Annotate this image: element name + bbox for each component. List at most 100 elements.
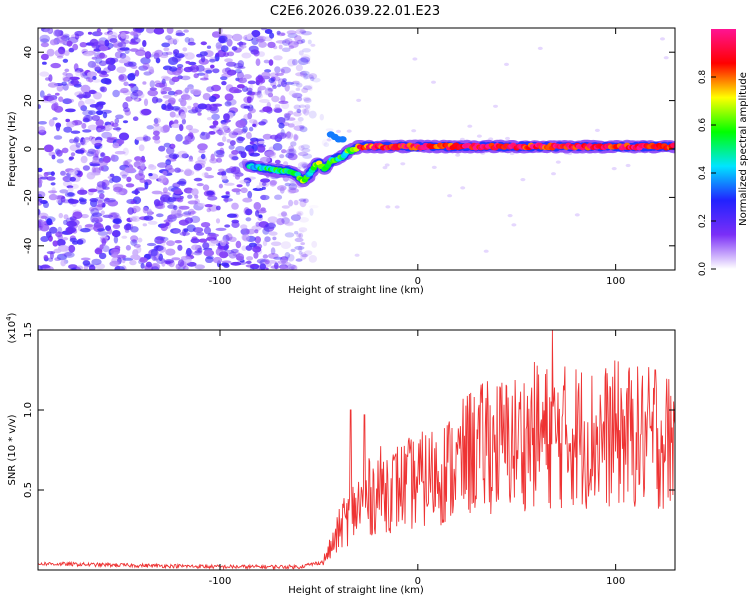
noise-blob: [252, 187, 264, 191]
noise-blob: [274, 194, 283, 200]
noise-blob: [229, 86, 240, 94]
noise-blob: [287, 123, 295, 128]
noise-blob: [319, 113, 324, 121]
noise-blob: [91, 56, 98, 60]
noise-blob: [304, 104, 311, 109]
noise-blob: [312, 77, 321, 83]
noise-blob: [298, 151, 309, 157]
noise-blob: [67, 79, 75, 84]
noise-blob: [118, 59, 129, 64]
noise-blob: [272, 84, 277, 89]
noise-blob: [175, 134, 183, 142]
noise-blob: [76, 94, 88, 99]
noise-blob: [303, 73, 309, 80]
noise-blob: [267, 92, 274, 98]
noise-blob: [48, 193, 58, 201]
noise-blob: [267, 41, 276, 49]
noise-blob: [269, 154, 277, 159]
noise-blob: [231, 219, 239, 224]
noise-blob: [180, 98, 187, 107]
noise-blob: [125, 245, 131, 251]
noise-blob: [54, 49, 65, 57]
noise-blob: [295, 64, 303, 72]
noise-blob: [57, 46, 66, 55]
noise-blob: [281, 47, 291, 53]
noise-blob: [274, 66, 281, 74]
noise-blob: [239, 179, 250, 184]
noise-blob: [264, 259, 270, 265]
noise-blob: [170, 37, 180, 44]
noise-blob: [132, 31, 142, 37]
halo-blob: [384, 163, 390, 167]
noise-blob: [308, 205, 319, 209]
noise-blob: [215, 52, 220, 58]
noise-blob: [233, 62, 244, 69]
noise-blob: [208, 204, 219, 212]
noise-blob: [309, 208, 314, 216]
noise-blob: [269, 32, 275, 39]
noise-blob: [221, 73, 232, 78]
noise-blob: [110, 248, 120, 255]
noise-blob: [124, 167, 136, 173]
noise-blob: [73, 138, 79, 144]
noise-blob: [290, 141, 297, 147]
noise-blob: [86, 151, 95, 157]
noise-blob: [293, 199, 299, 206]
noise-blob: [196, 183, 204, 187]
halo-blob: [431, 80, 436, 84]
noise-blob: [93, 92, 102, 100]
noise-blob: [264, 29, 273, 34]
noise-blob: [173, 229, 182, 234]
noise-blob: [68, 169, 78, 176]
noise-blob: [88, 89, 96, 94]
noise-blob: [129, 72, 136, 78]
noise-blob: [155, 98, 163, 103]
noise-blob: [49, 226, 58, 234]
noise-blob: [288, 199, 294, 207]
noise-blob: [261, 71, 271, 79]
noise-blob: [210, 64, 215, 69]
noise-blob: [201, 172, 209, 178]
noise-blob: [176, 209, 182, 217]
noise-blob: [235, 240, 242, 249]
noise-blob: [248, 90, 253, 95]
noise-blob: [111, 231, 118, 237]
noise-blob: [303, 97, 312, 103]
noise-blob: [153, 28, 165, 35]
noise-blob: [178, 106, 188, 114]
noise-blob: [116, 139, 125, 145]
noise-blob: [133, 244, 141, 248]
noise-blob: [112, 230, 121, 238]
noise-blob: [259, 263, 266, 270]
noise-blob: [48, 95, 57, 104]
noise-blob: [53, 29, 62, 37]
noise-blob: [167, 90, 176, 96]
noise-blob: [168, 97, 176, 105]
noise-blob: [167, 204, 176, 209]
noise-blob: [176, 181, 186, 185]
noise-blob: [186, 224, 196, 233]
noise-blob: [202, 184, 210, 191]
halo-blob: [511, 223, 517, 227]
halo-blob: [611, 167, 617, 171]
noise-blob: [96, 31, 103, 36]
noise-blob: [275, 40, 287, 44]
noise-blob: [248, 108, 256, 114]
noise-blob: [295, 29, 307, 35]
noise-blob: [307, 84, 313, 92]
noise-blob: [246, 96, 252, 104]
noise-blob: [163, 142, 171, 148]
halo-blob: [382, 166, 388, 170]
noise-blob: [153, 130, 160, 136]
noise-blob: [303, 198, 309, 203]
noise-blob: [198, 238, 208, 243]
noise-blob: [85, 115, 91, 122]
noise-blob: [118, 73, 128, 82]
noise-blob: [228, 144, 235, 150]
noise-blob: [114, 51, 123, 59]
noise-blob: [47, 82, 58, 88]
noise-blob: [295, 82, 303, 88]
noise-blob: [311, 240, 318, 248]
noise-blob: [260, 28, 267, 31]
noise-blob: [277, 260, 288, 265]
